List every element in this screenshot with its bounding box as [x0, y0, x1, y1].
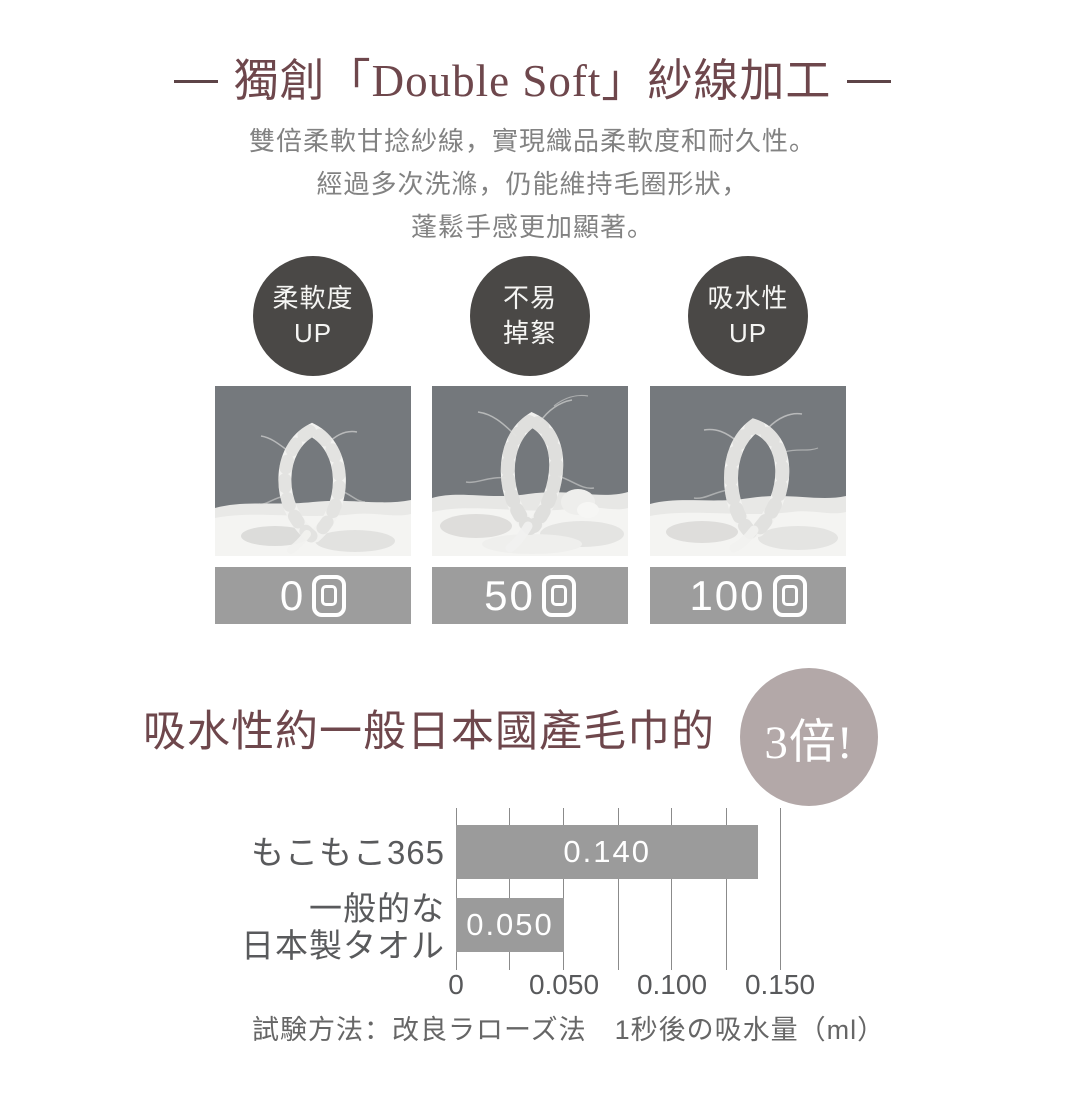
chart-gridline [725, 808, 727, 970]
kai-times-icon [541, 574, 576, 617]
kai-inner-icon [781, 585, 798, 606]
chart-method-note: 試験方法：改良ラローズ法 1秒後の吸水量（ml） [252, 1015, 886, 1045]
x-axis-tick-label: 0 [448, 969, 464, 1000]
wash-count-number: 100 [689, 571, 766, 619]
x-axis-tick-label: 0.100 [636, 969, 708, 1000]
chart-gridline [455, 808, 457, 970]
chart-category-label-generic-towel: 一般的な 日本製タオル [241, 890, 445, 964]
chart-bar: 0.140 [456, 825, 759, 879]
category-line: もこもこ365 [250, 834, 445, 871]
badge-line-1: 吸水性 [707, 283, 789, 313]
chart-plot: 0.140 0.050 [455, 808, 781, 970]
kai-inner-icon [550, 585, 567, 606]
category-line: 日本製タオル [241, 927, 445, 964]
subtitle: 雙倍柔軟甘捻紗線，實現織品柔軟度和耐久性。 經過多次洗滌，仍能維持毛圈形狀， 蓬… [0, 120, 1065, 249]
chart-gridline [779, 808, 781, 970]
title-dash-right-icon [847, 80, 892, 84]
badge-line-2: 掉絮 [502, 318, 557, 348]
kai-times-icon [312, 574, 347, 617]
kai-inner-icon [321, 585, 338, 606]
absorbency-highlight-badge: 3倍! [740, 668, 878, 806]
wash-count-bar-100: 100 [650, 567, 846, 624]
bar-value-label: 0.140 [563, 834, 651, 869]
badge-line-1: 柔軟度 [272, 283, 354, 313]
absorbency-headline: 吸水性約一般日本國產毛巾的 [143, 709, 715, 756]
yarn-photo-0-washes [215, 386, 411, 556]
category-line: 一般的な [309, 890, 445, 927]
yarn-photo-50-washes [432, 386, 628, 556]
chart-gridline [671, 808, 673, 970]
chart-gridline [563, 808, 565, 970]
badge-absorbency-up: 吸水性 UP [688, 256, 808, 376]
title-row: 獨創「Double Soft」紗線加工 [0, 56, 1065, 108]
subtitle-line-2: 經過多次洗滌，仍能維持毛圈形狀， [316, 169, 749, 199]
x-axis-tick-label: 0.150 [744, 969, 816, 1000]
chart-bar: 0.050 [456, 898, 564, 952]
chart-gridline [617, 808, 619, 970]
badge-no-lint: 不易 掉絮 [470, 256, 590, 376]
badge-line-2: UP [293, 318, 333, 348]
subtitle-line-1: 雙倍柔軟甘捻紗線，實現織品柔軟度和耐久性。 [248, 126, 816, 156]
chart-gridline [509, 808, 511, 970]
kai-times-icon [772, 574, 807, 617]
bar-value-label: 0.050 [466, 907, 554, 942]
badge-line-2: UP [728, 318, 768, 348]
wash-count-number: 50 [484, 571, 535, 619]
badge-line-1: 不易 [502, 283, 557, 313]
badge-softness-up: 柔軟度 UP [253, 256, 373, 376]
title-dash-left-icon [173, 80, 218, 84]
wash-count-number: 0 [279, 571, 306, 619]
wash-count-bar-0: 0 [215, 567, 411, 624]
wash-count-bar-50: 50 [432, 567, 628, 624]
subtitle-line-3: 蓬鬆手感更加顯著。 [410, 212, 654, 242]
x-axis-tick-label: 0.050 [528, 969, 600, 1000]
chart-category-label-mokomoko365: もこもこ365 [251, 834, 445, 871]
page-title: 獨創「Double Soft」紗線加工 [233, 56, 832, 106]
yarn-photo-100-washes [650, 386, 846, 556]
